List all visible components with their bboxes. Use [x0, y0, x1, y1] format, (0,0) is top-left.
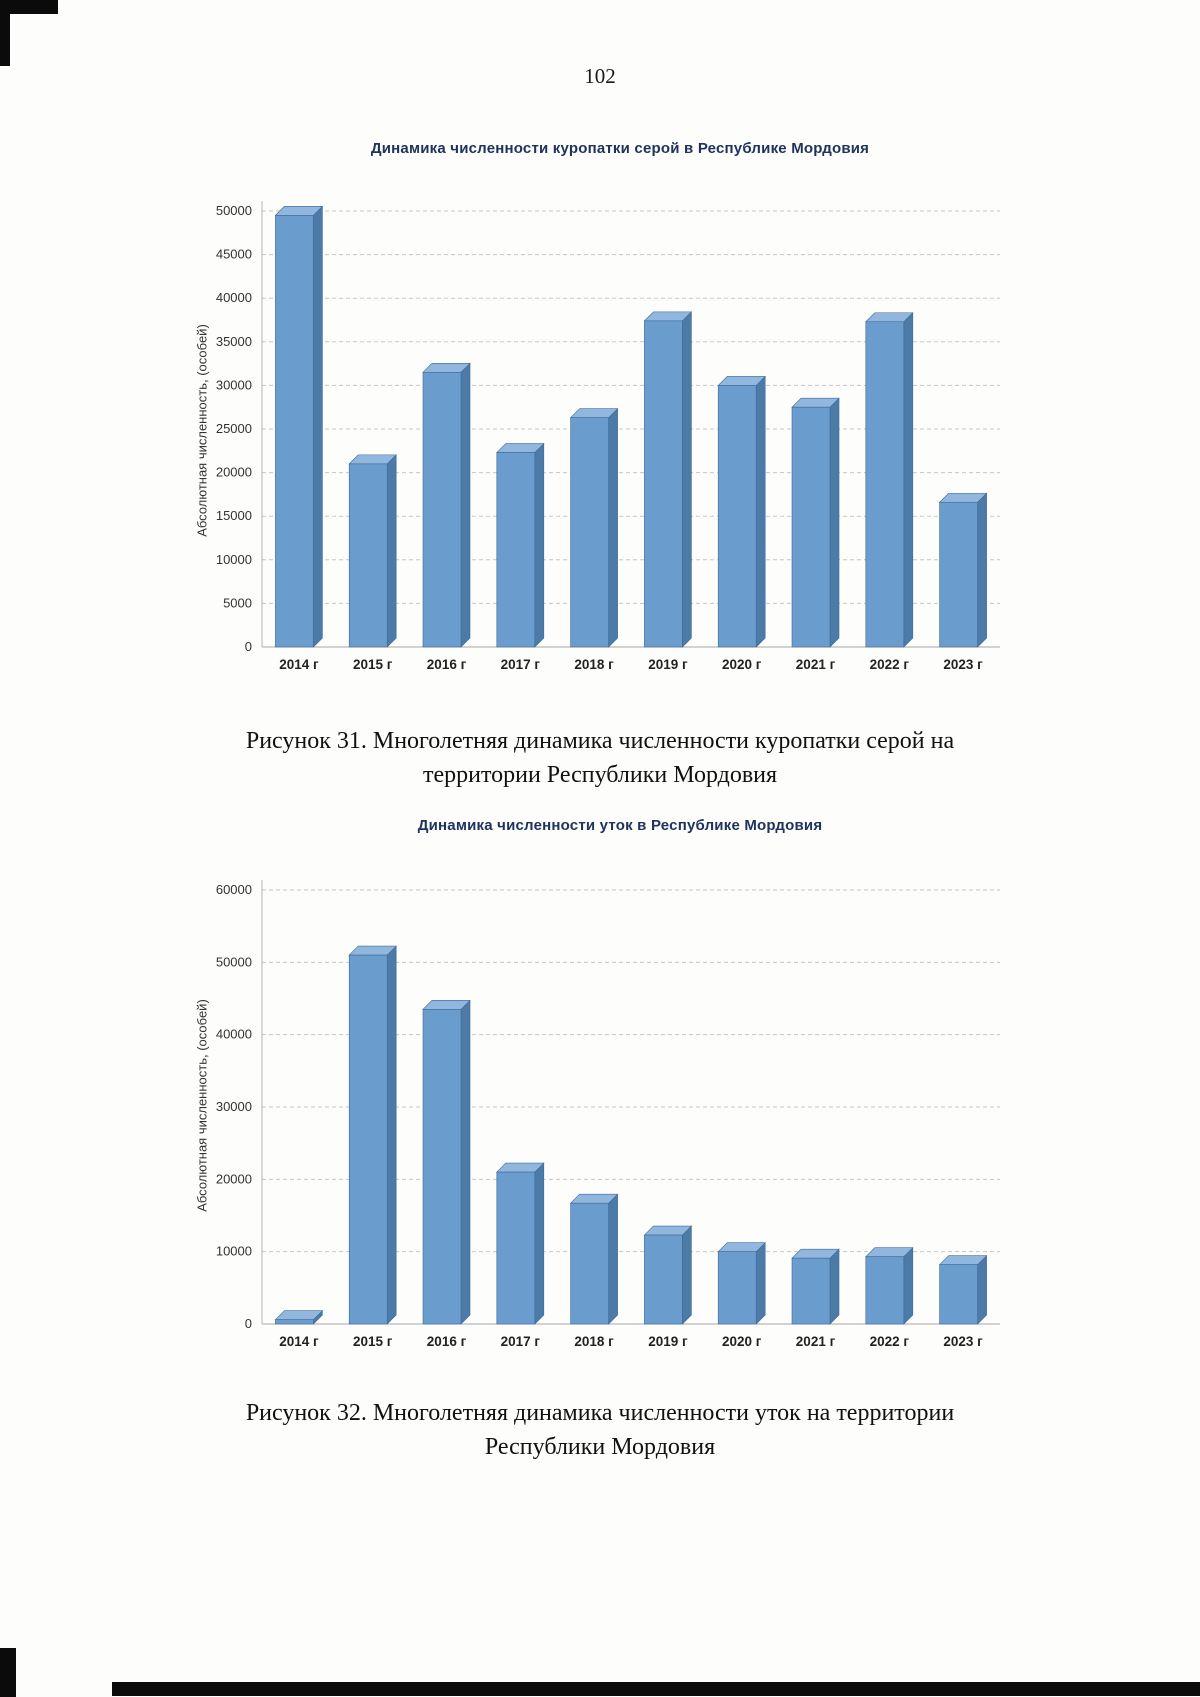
bar [496, 442, 545, 648]
figure-31-caption: Рисунок 31. Многолетняя динамика численн… [100, 724, 1100, 792]
x-tick-label: 2017 г [501, 1334, 541, 1349]
x-tick-label: 2015 г [353, 1334, 393, 1349]
x-tick-label: 2023 г [943, 1334, 983, 1349]
x-tick-label: 2018 г [574, 657, 614, 672]
bar [643, 311, 693, 648]
y-tick-label: 25000 [216, 421, 252, 436]
scan-artifact [0, 0, 58, 14]
ducks-dynamics-chart: Динамика численности уток в Республике М… [170, 815, 1070, 1381]
bar [569, 1193, 619, 1325]
x-tick-label: 2018 г [574, 1334, 614, 1349]
x-tick-label: 2016 г [427, 657, 467, 672]
chart-canvas: 0 5000 10000 15000 20000 25000 30000 35000 40000… [216, 201, 1000, 672]
y-tick-label: 0 [245, 1316, 252, 1331]
x-tick-label: 2020 г [722, 657, 762, 672]
chart-title: Динамика численности уток в Республике М… [417, 817, 823, 834]
bar [791, 1248, 840, 1325]
page-number: 102 [584, 64, 616, 88]
y-tick-label: 30000 [216, 377, 252, 392]
bar [496, 1162, 545, 1325]
scan-artifact [112, 1682, 1200, 1696]
x-tick-label: 2015 г [353, 657, 393, 672]
y-tick-label: 35000 [216, 334, 252, 349]
bar [717, 1241, 766, 1325]
y-tick-label: 50000 [216, 954, 252, 969]
y-tick-label: 10000 [216, 552, 252, 567]
scan-artifact [0, 0, 10, 66]
bar [865, 312, 914, 648]
x-tick-label: 2016 г [427, 1334, 467, 1349]
bar [791, 397, 840, 648]
x-tick-label: 2014 г [279, 1334, 319, 1349]
x-tick-label: 2019 г [648, 1334, 688, 1349]
x-tick-label: 2014 г [279, 657, 319, 672]
caption-line: Республики Мордовия [484, 1434, 716, 1461]
bar [274, 1309, 324, 1325]
bar [569, 407, 619, 648]
caption-line: Рисунок 31. Многолетняя динамика численн… [245, 728, 955, 754]
chart-title: Динамика численности куропатки серой в Р… [370, 140, 870, 157]
bar [274, 205, 324, 648]
figure-32-caption: Рисунок 32. Многолетняя динамика численн… [100, 1396, 1100, 1464]
y-tick-label: 10000 [216, 1244, 252, 1259]
y-tick-label: 50000 [216, 203, 252, 218]
bar [422, 362, 471, 648]
bar [643, 1225, 693, 1325]
y-tick-label: 30000 [216, 1099, 252, 1114]
x-tick-label: 2022 г [870, 657, 910, 672]
y-tick-label: 40000 [216, 290, 252, 305]
caption-line: Рисунок 32. Многолетняя динамика численн… [245, 1400, 955, 1426]
x-tick-label: 2017 г [501, 657, 541, 672]
x-tick-label: 2021 г [796, 657, 836, 672]
bar [938, 492, 988, 648]
y-tick-label: 40000 [216, 1027, 252, 1042]
partridge-dynamics-chart: Динамика численности куропатки серой в Р… [170, 138, 1070, 700]
x-tick-label: 2021 г [796, 1334, 836, 1349]
bar [938, 1254, 988, 1325]
y-tick-label: 0 [245, 639, 252, 654]
x-tick-label: 2020 г [722, 1334, 762, 1349]
y-tick-label: 20000 [216, 465, 252, 480]
x-tick-label: 2023 г [943, 657, 983, 672]
x-tick-label: 2022 г [870, 1334, 910, 1349]
y-tick-label: 5000 [223, 595, 252, 610]
y-tick-label: 20000 [216, 1171, 252, 1186]
scan-artifact [0, 1648, 16, 1697]
chart-canvas: 0 10000 20000 30000 40000 50000 60000 2014 г 201… [216, 880, 1000, 1349]
bar [348, 945, 397, 1325]
bar [865, 1247, 914, 1325]
y-tick-label: 60000 [216, 882, 252, 897]
bar [717, 375, 766, 648]
bar [348, 454, 397, 648]
y-tick-label: 15000 [216, 508, 252, 523]
y-tick-label: 45000 [216, 247, 252, 262]
x-tick-label: 2019 г [648, 657, 688, 672]
bar [422, 999, 471, 1325]
caption-line: территории Республики Мордовия [422, 762, 778, 789]
